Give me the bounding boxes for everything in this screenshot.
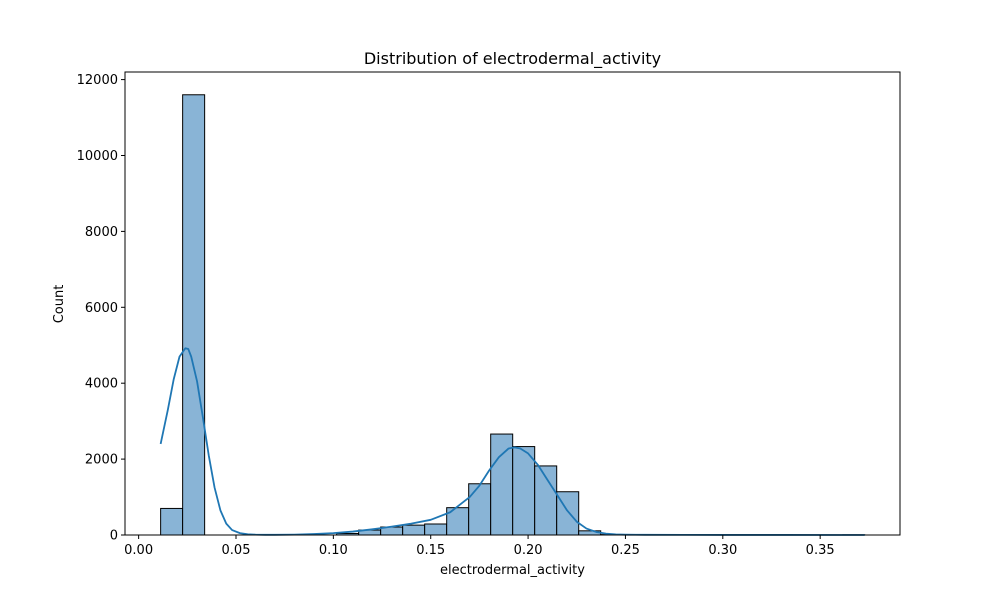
ticks-layer: 0.00 0.05 0.10 0.15 0.20 0.25 0.30 0.35 0 2000 400… (77, 73, 835, 558)
kde-layer (159, 347, 865, 536)
y-tick-label: 0 (110, 529, 118, 544)
x-tick-label: 0.25 (611, 543, 640, 558)
x-tick-label: 0.20 (514, 543, 543, 558)
x-tick-label: 0.35 (806, 543, 835, 558)
x-tick-label: 0.00 (124, 543, 153, 558)
axes-layer (124, 71, 901, 536)
bars-layer (160, 94, 866, 536)
histogram-bar (160, 507, 184, 536)
y-axis-label: Count (52, 285, 67, 324)
histogram-bar (512, 446, 536, 536)
x-tick-label: 0.05 (222, 543, 251, 558)
kde-curve (159, 347, 865, 536)
y-tick-label: 4000 (85, 377, 118, 392)
x-tick-label: 0.15 (416, 543, 445, 558)
y-tick-label: 10000 (77, 149, 118, 164)
histogram-bar (182, 94, 206, 536)
y-tick-label: 2000 (85, 453, 118, 468)
histogram-bar (424, 523, 448, 536)
histogram-bar (468, 483, 492, 536)
y-tick-label: 8000 (85, 225, 118, 240)
histogram-bar (402, 524, 426, 536)
y-tick-label: 12000 (77, 73, 118, 88)
plot-frame (124, 71, 901, 536)
chart-title: Distribution of electrodermal_activity (364, 49, 661, 69)
x-tick-label: 0.30 (708, 543, 737, 558)
y-tick-label: 6000 (85, 301, 118, 316)
x-tick-label: 0.10 (319, 543, 348, 558)
x-axis-label: electrodermal_activity (440, 563, 585, 578)
